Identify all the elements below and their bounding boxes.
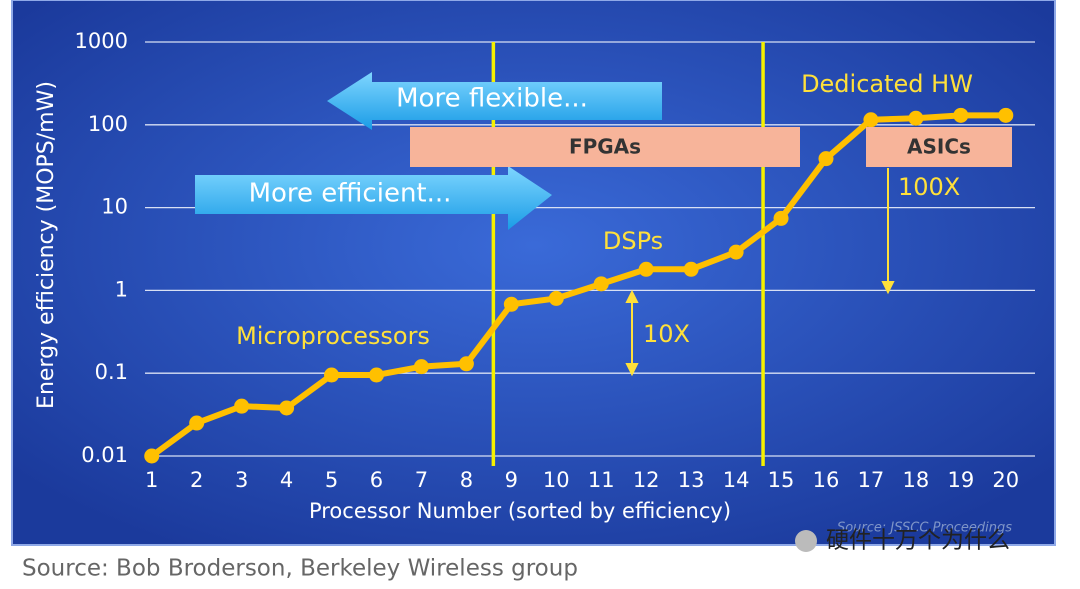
y-axis-label: Energy efficiency (MOPS/mW)	[34, 81, 59, 409]
x-tick-label: 16	[813, 468, 840, 492]
y-tick-label: 0.01	[81, 443, 128, 467]
x-tick-label: 11	[588, 468, 615, 492]
x-tick-label: 19	[947, 468, 974, 492]
series-line	[149, 112, 1006, 459]
annotation: DSPs	[603, 227, 663, 255]
y-tick-label: 1	[115, 277, 128, 301]
x-tick-label: 17	[858, 468, 885, 492]
x-tick-label: 12	[633, 468, 660, 492]
x-tick-label: 3	[235, 468, 248, 492]
watermark: 硬件十万个为什么	[826, 528, 1010, 554]
x-axis-label: Processor Number (sorted by efficiency)	[309, 499, 731, 523]
annotation: Dedicated HW	[801, 70, 973, 98]
point	[728, 244, 744, 260]
slide-source: Source: JSSCC Proceedings	[837, 521, 1012, 536]
point	[234, 398, 250, 414]
point	[638, 261, 654, 277]
point	[458, 356, 474, 372]
arrows	[625, 168, 895, 377]
x-tick-label: 9	[505, 468, 518, 492]
point	[189, 415, 205, 431]
y-tick-label: 10	[101, 195, 128, 219]
x-tick-label: 18	[903, 468, 930, 492]
annotation: Microprocessors	[236, 322, 430, 350]
point	[818, 151, 834, 167]
y-tick-label: 0.1	[95, 360, 128, 384]
x-tick-label: 14	[723, 468, 750, 492]
point	[953, 107, 969, 123]
point	[593, 276, 609, 292]
annotation: More flexible...	[396, 84, 588, 114]
x-tick-label: 15	[768, 468, 795, 492]
annotation: FPGAs	[569, 135, 641, 159]
x-tick-label: 5	[325, 468, 338, 492]
point	[908, 110, 924, 126]
x-tick-label: 10	[543, 468, 570, 492]
arrow-right	[195, 166, 552, 230]
point	[503, 296, 519, 312]
point	[548, 290, 564, 306]
point	[683, 261, 699, 277]
x-tick-label: 20	[992, 468, 1019, 492]
wechat-icon	[795, 530, 817, 552]
point	[279, 400, 295, 416]
y-tick-label: 100	[88, 112, 128, 136]
point	[324, 367, 340, 383]
annotation: 100X	[898, 173, 960, 201]
y-tick-label: 1000	[75, 29, 128, 53]
x-tick-label: 8	[460, 468, 473, 492]
point	[368, 367, 384, 383]
x-tick-label: 6	[370, 468, 383, 492]
annotation: ASICs	[907, 135, 971, 159]
annotation: More efficient...	[249, 179, 452, 209]
box	[410, 127, 800, 167]
x-tick-label: 4	[280, 468, 293, 492]
point	[413, 359, 429, 375]
point	[863, 112, 879, 128]
arrow-left	[327, 72, 662, 130]
x-tick-label: 7	[415, 468, 428, 492]
point	[773, 210, 789, 226]
x-tick-label: 2	[190, 468, 203, 492]
x-tick-label: 1	[145, 468, 158, 492]
footnote: Source: Bob Broderson, Berkeley Wireless…	[22, 556, 578, 582]
point	[144, 448, 160, 464]
point	[998, 107, 1014, 123]
x-tick-label: 13	[678, 468, 705, 492]
box	[866, 127, 1012, 167]
annotation: 10X	[643, 320, 690, 348]
